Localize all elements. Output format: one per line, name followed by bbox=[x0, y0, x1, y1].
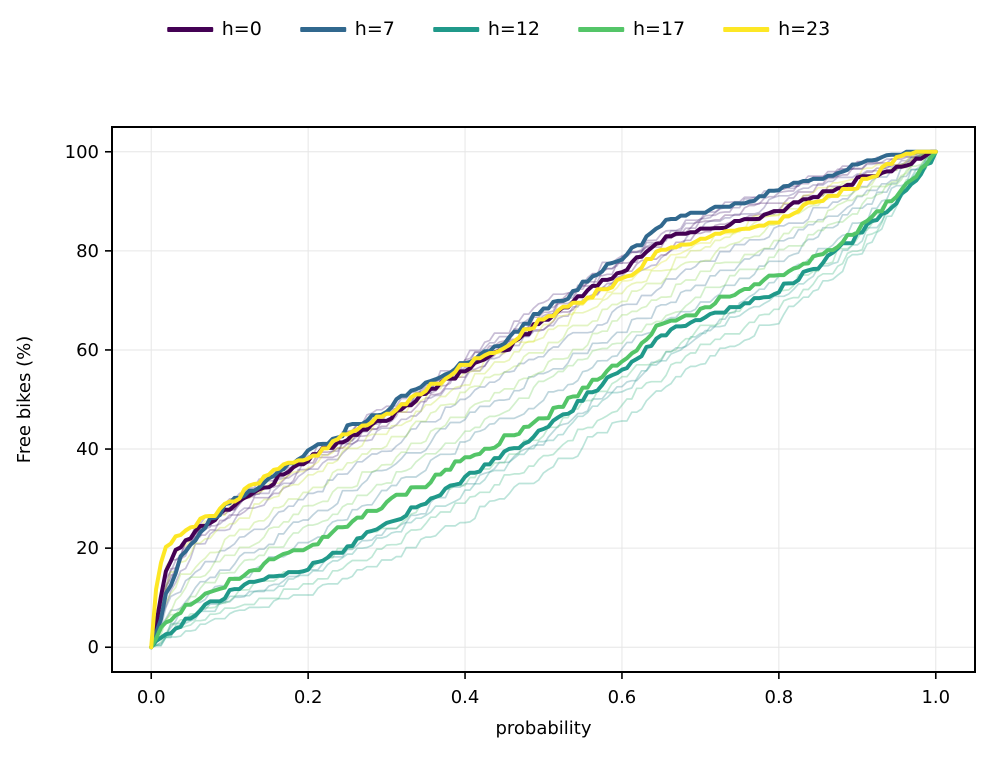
legend-item-h12: h=12 bbox=[432, 18, 540, 40]
plot-spines bbox=[111, 126, 976, 673]
x-tick-label: 1.0 bbox=[921, 687, 950, 708]
y-axis-label: Free bikes (%) bbox=[14, 336, 35, 463]
legend-label: h=17 bbox=[632, 18, 686, 40]
series-line-h17 bbox=[149, 149, 938, 650]
legend-item-h7: h=7 bbox=[299, 18, 395, 40]
x-axis-label: probability bbox=[495, 718, 591, 739]
y-tick-label: 60 bbox=[76, 340, 99, 361]
bg-series-line-h1 bbox=[150, 150, 937, 649]
legend-line-swatch bbox=[299, 27, 346, 32]
legend-item-h17: h=17 bbox=[577, 18, 686, 40]
bg-series-line-h15 bbox=[150, 150, 937, 649]
series-line-h23 bbox=[149, 149, 938, 650]
legend-line-swatch bbox=[577, 27, 624, 32]
y-tick-label: 80 bbox=[76, 241, 99, 262]
legend-item-h23: h=23 bbox=[723, 20, 830, 39]
x-tick-label: 0.4 bbox=[451, 687, 480, 708]
bg-series-line-h6 bbox=[150, 150, 937, 649]
x-tick-label: 0.6 bbox=[608, 687, 637, 708]
legend-item-h0: h=0 bbox=[166, 18, 262, 40]
bg-series-line-h14 bbox=[150, 150, 937, 649]
y-tick-label: 0 bbox=[88, 637, 99, 658]
x-tick-label: 0.2 bbox=[294, 687, 323, 708]
bg-series-line-h22 bbox=[150, 150, 937, 649]
y-tick-label: 20 bbox=[76, 538, 99, 559]
x-tick-label: 0.8 bbox=[765, 687, 794, 708]
bg-series-line-h20 bbox=[150, 150, 937, 649]
bg-series-line-h18 bbox=[150, 150, 937, 649]
series-line-h12 bbox=[149, 149, 938, 650]
legend-label: h=0 bbox=[221, 18, 262, 40]
bg-series-line-h16 bbox=[150, 150, 937, 649]
legend-label: h=12 bbox=[487, 18, 540, 40]
bg-series-line-h13 bbox=[150, 150, 937, 649]
y-tick-label: 40 bbox=[76, 439, 99, 460]
x-tick-label: 0.0 bbox=[137, 687, 166, 708]
bg-series-line-h9 bbox=[150, 150, 937, 649]
bg-series-line-h19 bbox=[150, 150, 937, 649]
legend-line-swatch bbox=[166, 27, 213, 32]
legend-line-swatch bbox=[723, 27, 770, 32]
bg-series-line-h21 bbox=[150, 150, 937, 649]
legend-label: h=7 bbox=[354, 18, 395, 40]
y-tick-label: 100 bbox=[65, 142, 99, 163]
bg-series-line-h8 bbox=[150, 150, 937, 649]
legend-label: h=23 bbox=[778, 18, 831, 40]
bg-series-line-h10 bbox=[150, 150, 937, 649]
legend: h=0 h=7 h=12 h=17 h=23 bbox=[166, 18, 830, 40]
legend-line-swatch bbox=[432, 27, 479, 32]
bg-series-line-h3 bbox=[150, 150, 937, 649]
series-line-h7 bbox=[149, 149, 938, 650]
